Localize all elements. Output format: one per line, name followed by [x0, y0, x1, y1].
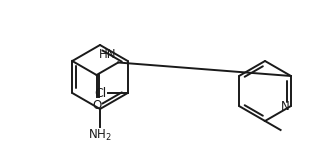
Text: HN: HN — [99, 47, 116, 60]
Text: O: O — [92, 99, 101, 112]
Text: NH$_2$: NH$_2$ — [88, 128, 112, 143]
Text: N: N — [281, 99, 290, 112]
Text: Cl: Cl — [94, 86, 107, 99]
